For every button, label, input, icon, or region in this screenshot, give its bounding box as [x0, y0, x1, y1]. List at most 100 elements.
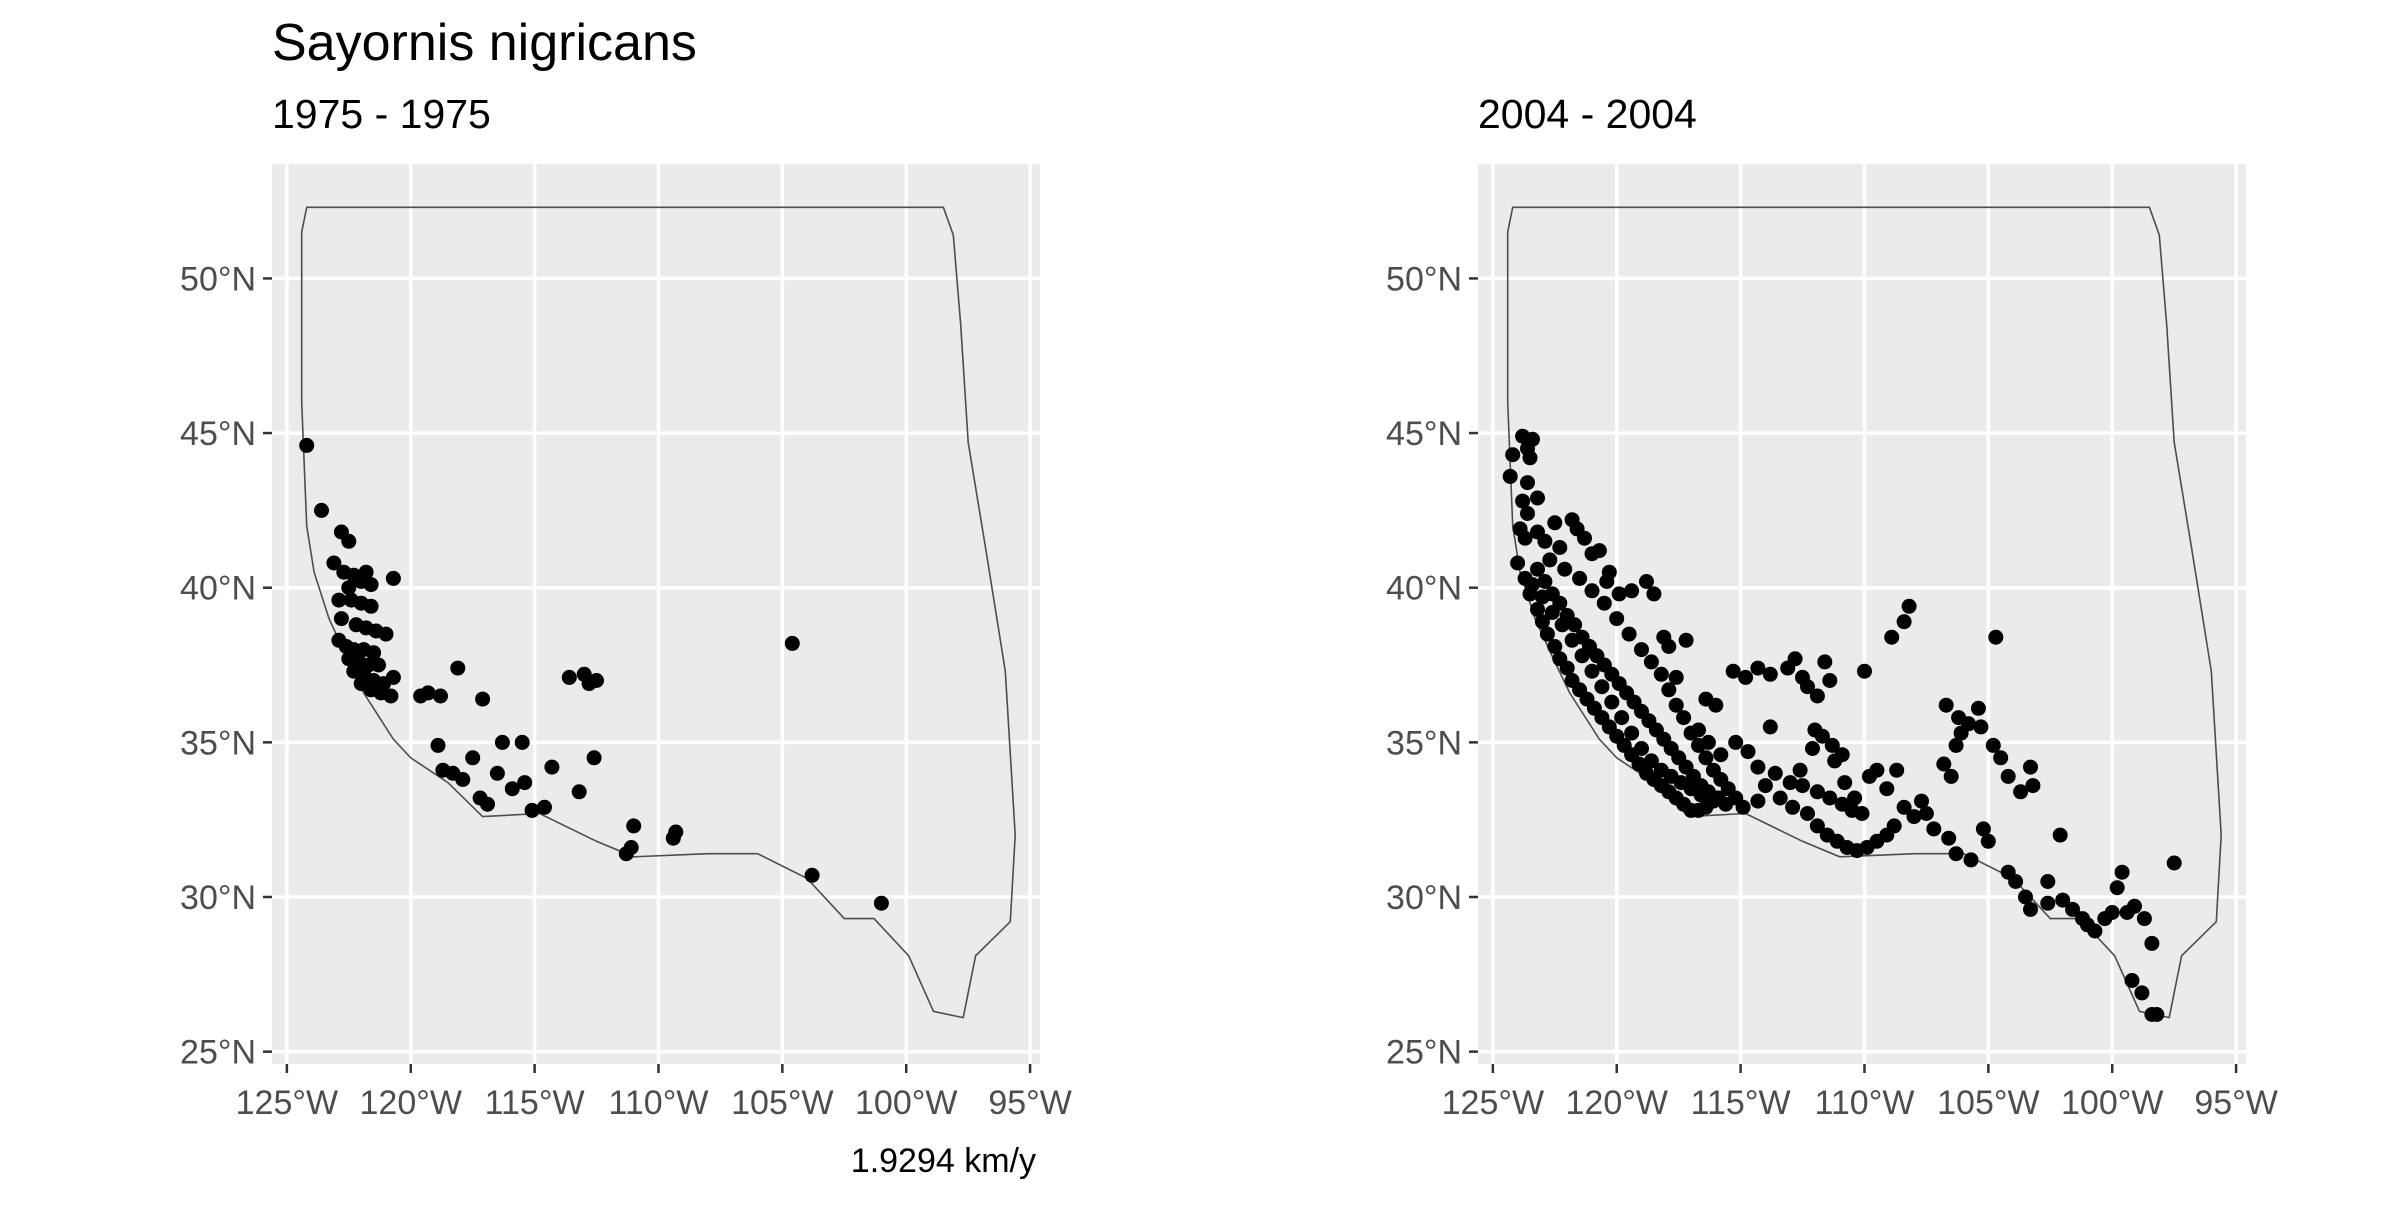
x-axis: 125°W 120°W 115°W 110°W 105°W 100°W 95°W	[236, 1064, 1072, 1122]
occurrence-point	[1609, 611, 1625, 627]
occurrence-point	[1948, 737, 1964, 753]
panel-2004: 2004 - 2004 125°W 120°W 115°W 110°W 105°W 100…	[1386, 91, 2278, 1122]
figure-title: Sayornis nigricans	[272, 14, 697, 72]
occurrence-point	[804, 867, 820, 883]
panel-subtitle: 2004 - 2004	[1478, 91, 1697, 137]
occurrence-point	[1525, 431, 1540, 447]
occurrence-point	[2013, 784, 2029, 800]
occurrence-point	[1792, 762, 1808, 778]
occurrence-point	[430, 737, 446, 753]
occurrence-point	[1661, 639, 1677, 654]
occurrence-point	[517, 775, 533, 791]
x-tick-label: 125°W	[236, 1084, 338, 1122]
occurrence-point	[1941, 830, 1957, 846]
occurrence-point	[378, 626, 394, 642]
occurrence-point	[1691, 737, 1706, 753]
occurrence-points	[1502, 428, 2182, 1022]
occurrence-point	[1510, 555, 1526, 571]
x-tick-label: 115°W	[1691, 1084, 1791, 1122]
x-tick-label: 110°W	[1815, 1084, 1915, 1122]
y-tick-label: 50°N	[1386, 260, 1462, 298]
occurrence-point	[1534, 614, 1550, 630]
occurrence-point	[1767, 765, 1783, 781]
occurrence-point	[465, 750, 481, 766]
occurrence-point	[1537, 533, 1553, 549]
x-tick-label: 105°W	[731, 1084, 833, 1122]
occurrence-point	[1926, 821, 1942, 837]
occurrence-point	[1824, 737, 1840, 753]
occurrence-point	[618, 846, 634, 862]
occurrence-point	[2040, 874, 2056, 889]
occurrence-point	[455, 772, 471, 787]
x-tick-label: 105°W	[1937, 1084, 2039, 1122]
occurrence-point	[1653, 666, 1669, 682]
occurrence-point	[1530, 601, 1545, 617]
occurrence-point	[1584, 663, 1600, 679]
panel-1975: 1975 - 1975 125°W 120°W 115°W 110°W 105°W 100…	[180, 91, 1072, 1122]
y-tick-label: 45°N	[180, 415, 256, 453]
occurrence-point	[1750, 660, 1766, 676]
gridlines	[272, 164, 1040, 1064]
occurrence-point	[1785, 799, 1801, 815]
occurrence-point	[1517, 530, 1533, 546]
occurrence-point	[1750, 793, 1766, 809]
occurrence-point	[1639, 574, 1654, 589]
occurrence-point	[2000, 768, 2016, 784]
y-tick-label: 35°N	[180, 724, 256, 762]
occurrence-point	[2127, 898, 2142, 914]
occurrence-point	[1574, 648, 1590, 664]
occurrence-point	[1750, 759, 1766, 775]
occurrence-point	[1596, 595, 1612, 611]
occurrence-point	[1552, 540, 1568, 555]
x-tick-label: 125°W	[1442, 1084, 1544, 1122]
occurrence-point	[475, 691, 491, 707]
occurrence-point	[2065, 901, 2081, 917]
x-tick-label: 110°W	[609, 1084, 709, 1122]
occurrence-point	[626, 818, 642, 834]
occurrence-point	[371, 657, 386, 673]
occurrence-point	[1938, 697, 1954, 713]
x-tick-label: 95°W	[2194, 1084, 2278, 1122]
x-tick-label: 100°W	[2061, 1084, 2163, 1122]
occurrence-point	[1544, 605, 1560, 620]
occurrence-point	[366, 645, 382, 661]
occurrence-point	[299, 437, 315, 453]
occurrence-point	[1834, 747, 1850, 763]
y-tick-label: 50°N	[180, 260, 256, 298]
occurrence-point	[2166, 855, 2182, 871]
occurrence-point	[1951, 710, 1967, 726]
occurrence-point	[494, 734, 510, 750]
occurrence-point	[1889, 762, 1905, 778]
y-axis: 25°N 30°N 35°N 40°N 45°N 50°N	[180, 260, 272, 1072]
range-boundary-outline	[300, 206, 1017, 1019]
occurrence-point	[1559, 660, 1575, 676]
occurrence-point	[1844, 802, 1860, 818]
occurrence-point	[1502, 468, 1518, 484]
occurrence-point	[1557, 561, 1573, 577]
occurrence-point	[1975, 821, 1991, 837]
occurrence-point	[1713, 747, 1729, 763]
occurrence-point	[1884, 629, 1900, 645]
occurrence-point	[1869, 762, 1885, 778]
occurrence-point	[1906, 809, 1922, 825]
occurrence-point	[1985, 737, 2001, 753]
occurrence-point	[1943, 768, 1959, 784]
occurrence-point	[1757, 778, 1773, 794]
occurrence-point	[1683, 725, 1699, 741]
occurrence-point	[1817, 654, 1833, 670]
occurrence-point	[1837, 775, 1853, 791]
occurrence-point	[1505, 447, 1521, 463]
occurrence-point	[1738, 669, 1754, 685]
occurrence-point	[1980, 833, 1996, 849]
x-tick-label: 115°W	[485, 1084, 585, 1122]
occurrence-point	[1847, 790, 1863, 806]
x-tick-label: 100°W	[855, 1084, 957, 1122]
occurrence-point	[1809, 784, 1825, 800]
occurrence-point	[1530, 561, 1545, 577]
occurrence-point	[1661, 682, 1677, 698]
x-tick-label: 120°W	[360, 1084, 462, 1122]
occurrence-point	[2023, 759, 2038, 775]
occurrence-point	[1601, 564, 1617, 580]
occurrence-point	[1708, 697, 1724, 713]
